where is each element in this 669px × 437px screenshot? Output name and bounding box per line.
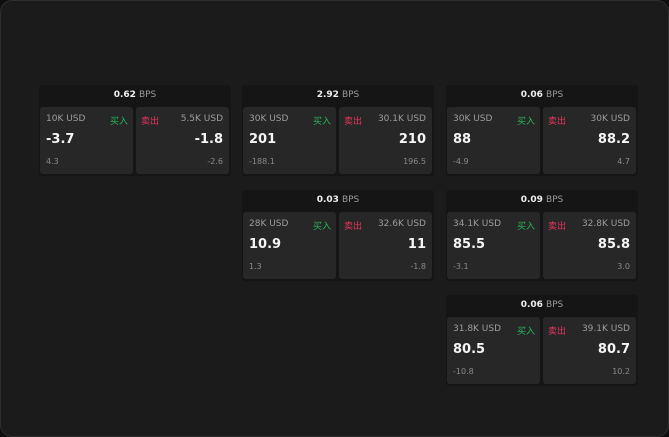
price: 85.5 <box>453 237 486 252</box>
price: -1.8 <box>194 132 223 147</box>
spread-header: 0.09 BPS <box>446 190 638 210</box>
sell-label: 卖出 <box>141 117 160 127</box>
quote-card: 2.92 BPS 30K USD 买入 201 -188.1 30.1K USD 卖出 210 1… <box>242 85 434 176</box>
buy-label: 买入 <box>312 117 331 127</box>
sell-label: 卖出 <box>548 117 567 127</box>
price: 10.9 <box>249 237 282 252</box>
price: 80.5 <box>453 342 486 357</box>
spread-value: 0.62 <box>113 90 136 100</box>
spread-header: 0.03 BPS <box>242 190 434 210</box>
size: 30.1K USD <box>377 114 426 124</box>
change: 196.5 <box>403 157 426 166</box>
size: 39.1K USD <box>581 324 630 334</box>
spread-value: 0.09 <box>520 195 543 205</box>
spread-value: 2.92 <box>316 90 339 100</box>
buy-panel[interactable]: 34.1K USD 买入 85.5 -3.1 <box>447 212 540 279</box>
change: -10.8 <box>453 367 474 376</box>
size: 30K USD <box>249 114 289 124</box>
buy-panel[interactable]: 10K USD 买入 -3.7 4.3 <box>40 107 133 174</box>
sell-panel[interactable]: 5.5K USD 卖出 -1.8 -2.6 <box>136 107 229 174</box>
spread-unit: BPS <box>341 195 360 205</box>
quote-card: 0.06 BPS 30K USD 买入 88 -4.9 30K USD 卖出 88.2 4.7 <box>446 85 638 176</box>
sell-panel[interactable]: 30.1K USD 卖出 210 196.5 <box>339 107 432 174</box>
spread-value: 0.06 <box>520 90 543 100</box>
sell-panel[interactable]: 39.1K USD 卖出 80.7 10.2 <box>543 317 636 384</box>
change: 4.3 <box>46 157 59 166</box>
spread-header: 0.06 BPS <box>446 85 638 105</box>
size: 30K USD <box>453 114 493 124</box>
buy-label: 买入 <box>109 117 128 127</box>
buy-label: 买入 <box>516 327 535 337</box>
change: -2.6 <box>207 157 223 166</box>
sell-label: 卖出 <box>344 117 363 127</box>
change: 1.3 <box>249 262 262 271</box>
price: 88.2 <box>597 132 630 147</box>
size: 32.6K USD <box>377 219 426 229</box>
size: 30K USD <box>590 114 630 124</box>
change: -3.1 <box>453 262 469 271</box>
price: 80.7 <box>597 342 630 357</box>
size: 5.5K USD <box>180 114 223 124</box>
quote-card: 0.06 BPS 31.8K USD 买入 80.5 -10.8 39.1K USD 卖出 80… <box>446 295 638 386</box>
price: 201 <box>249 132 277 147</box>
quote-card: 0.09 BPS 34.1K USD 买入 85.5 -3.1 32.8K USD 卖出 85.… <box>446 190 638 281</box>
size: 34.1K USD <box>453 219 502 229</box>
buy-label: 买入 <box>312 222 331 232</box>
change: 10.2 <box>612 367 630 376</box>
change: -188.1 <box>249 157 275 166</box>
change: -1.8 <box>410 262 426 271</box>
spread-value: 0.03 <box>316 195 339 205</box>
sell-panel[interactable]: 32.6K USD 卖出 11 -1.8 <box>339 212 432 279</box>
buy-panel[interactable]: 31.8K USD 买入 80.5 -10.8 <box>447 317 540 384</box>
change: 3.0 <box>617 262 630 271</box>
price: 210 <box>398 132 426 147</box>
buy-panel[interactable]: 28K USD 买入 10.9 1.3 <box>243 212 336 279</box>
sell-label: 卖出 <box>344 222 363 232</box>
sell-label: 卖出 <box>548 222 567 232</box>
buy-label: 买入 <box>516 222 535 232</box>
change: 4.7 <box>617 157 630 166</box>
spread-value: 0.06 <box>520 300 543 310</box>
price: 88 <box>453 132 472 147</box>
spread-header: 2.92 BPS <box>242 85 434 105</box>
size: 32.8K USD <box>581 219 630 229</box>
size: 28K USD <box>249 219 289 229</box>
sell-panel[interactable]: 30K USD 卖出 88.2 4.7 <box>543 107 636 174</box>
spread-unit: BPS <box>545 195 564 205</box>
sell-label: 卖出 <box>548 327 567 337</box>
buy-label: 买入 <box>516 117 535 127</box>
quote-card: 0.62 BPS 10K USD 买入 -3.7 4.3 5.5K USD 卖出 -1.8 -2.… <box>39 85 231 176</box>
size: 10K USD <box>46 114 86 124</box>
size: 31.8K USD <box>453 324 502 334</box>
quote-card: 0.03 BPS 28K USD 买入 10.9 1.3 32.6K USD 卖出 11 -1.8 <box>242 190 434 281</box>
change: -4.9 <box>453 157 469 166</box>
price: 85.8 <box>597 237 630 252</box>
price: 11 <box>407 237 426 252</box>
spread-unit: BPS <box>138 90 157 100</box>
spread-header: 0.06 BPS <box>446 295 638 315</box>
spread-unit: BPS <box>341 90 360 100</box>
spread-header: 0.62 BPS <box>39 85 231 105</box>
spread-unit: BPS <box>545 90 564 100</box>
spread-unit: BPS <box>545 300 564 310</box>
sell-panel[interactable]: 32.8K USD 卖出 85.8 3.0 <box>543 212 636 279</box>
buy-panel[interactable]: 30K USD 买入 88 -4.9 <box>447 107 540 174</box>
buy-panel[interactable]: 30K USD 买入 201 -188.1 <box>243 107 336 174</box>
price: -3.7 <box>46 132 75 147</box>
